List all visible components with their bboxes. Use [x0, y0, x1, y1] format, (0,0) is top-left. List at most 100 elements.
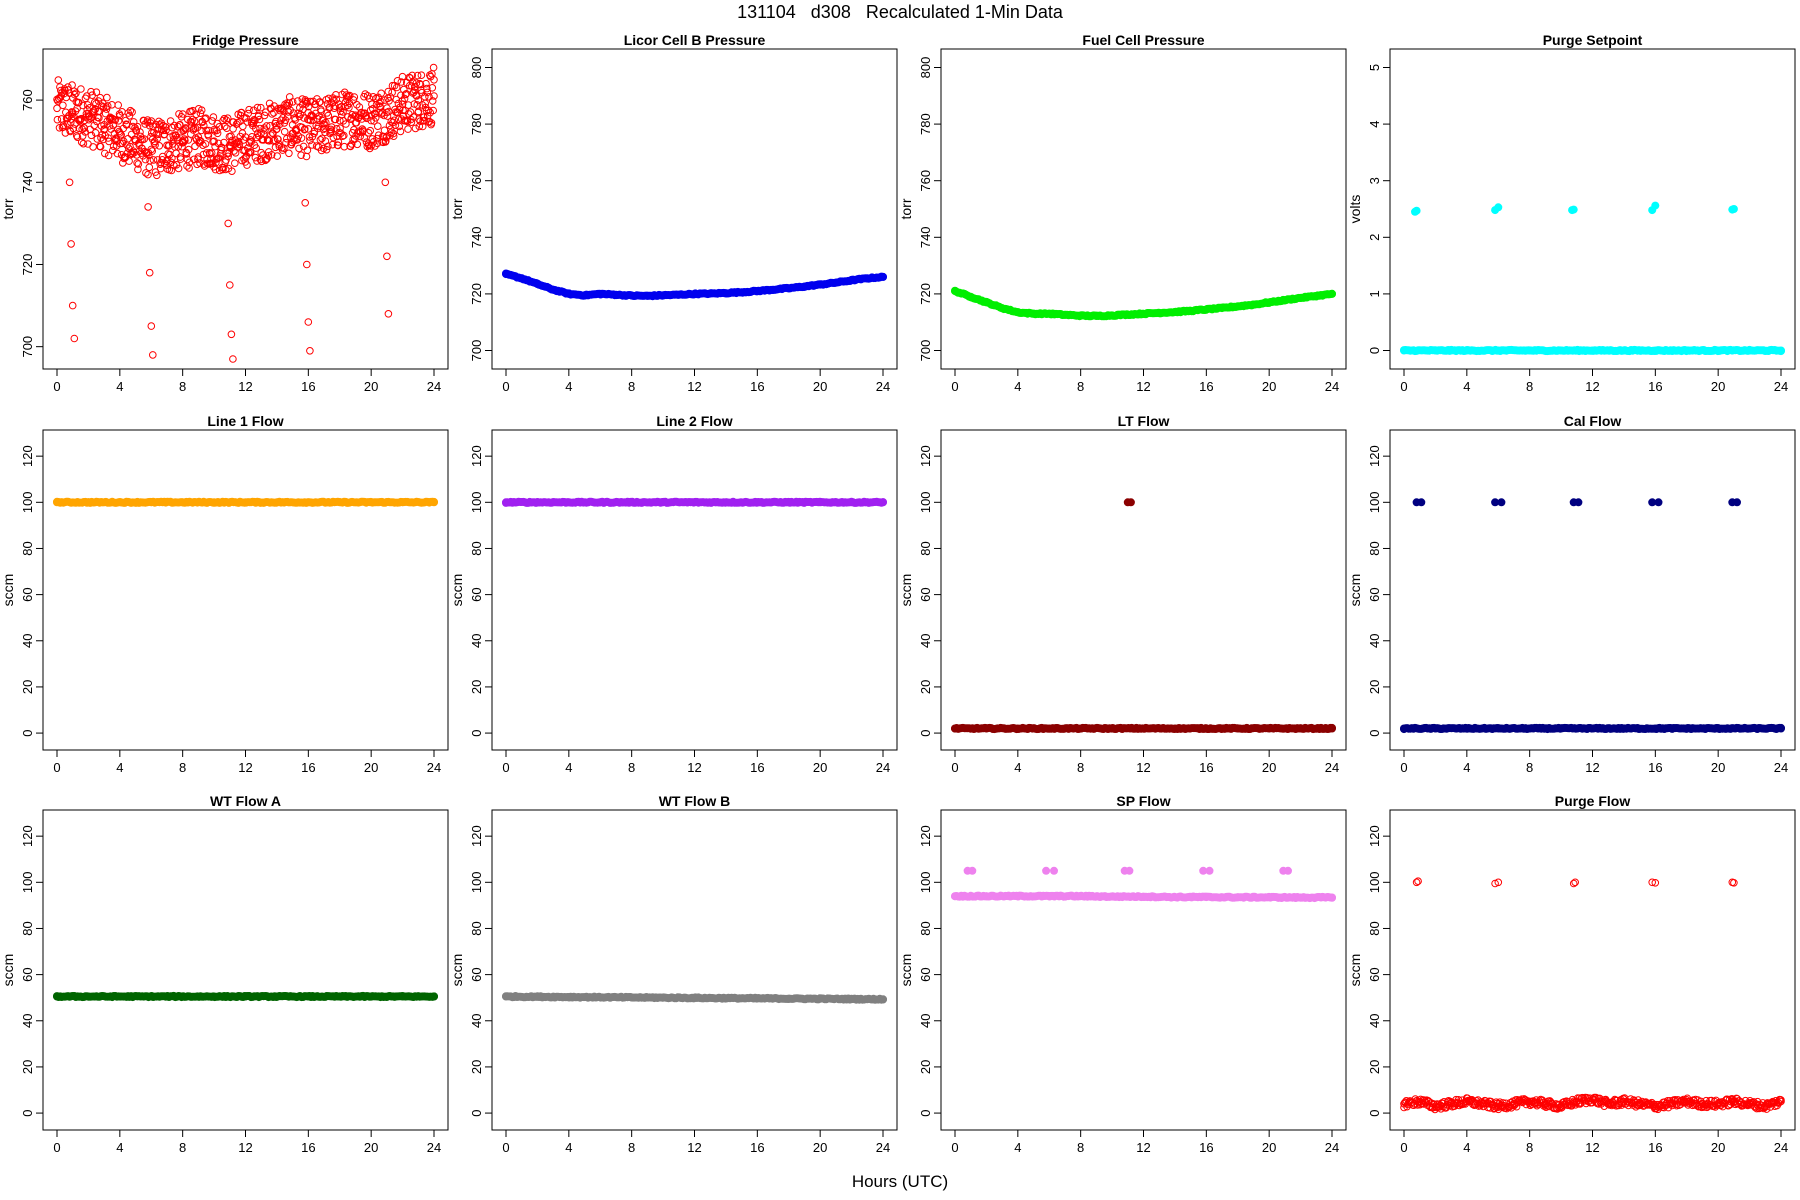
y-axis-title: torr	[898, 198, 914, 219]
data-point	[134, 165, 142, 174]
data-point	[182, 150, 191, 158]
data-point	[96, 142, 105, 151]
panel-title: Fridge Pressure	[192, 32, 299, 48]
x-tick-label: 4	[116, 1140, 123, 1155]
data-point	[345, 91, 354, 100]
data-point	[185, 164, 193, 172]
data-point	[968, 866, 977, 875]
data-point	[155, 142, 164, 150]
data-point	[275, 120, 284, 129]
data-point	[331, 115, 340, 124]
data-point	[339, 108, 347, 116]
data-point	[257, 103, 265, 112]
data-point	[288, 98, 297, 106]
data-point	[316, 136, 325, 144]
data-point	[207, 154, 215, 163]
x-tick-label: 16	[1199, 760, 1213, 775]
data-point	[244, 109, 252, 118]
data-point	[411, 124, 420, 133]
chart-panel: Line 1 Flow 0 4 8 12 16 20 24 0 20 40 60 80 100 120 scc…	[0, 413, 449, 775]
data-point	[411, 86, 419, 94]
data-point	[260, 111, 269, 120]
data-point	[222, 156, 230, 164]
data-point	[1437, 1105, 1445, 1113]
data-point	[1414, 877, 1422, 886]
data-point	[1412, 206, 1421, 215]
y-tick-label: 80	[20, 921, 35, 935]
y-tick-label: 0	[20, 1109, 35, 1116]
data-point	[1758, 1103, 1766, 1111]
data-point	[197, 106, 206, 114]
data-point	[430, 76, 438, 84]
data-point	[414, 96, 423, 104]
x-tick-label: 16	[1199, 1140, 1213, 1155]
data-point	[146, 156, 154, 165]
data-point	[172, 149, 180, 158]
y-tick-label: 760	[20, 89, 35, 111]
data-point	[429, 106, 438, 115]
x-tick-label: 8	[1526, 760, 1533, 775]
data-point	[122, 116, 130, 125]
data-point	[68, 301, 77, 310]
data-point	[335, 100, 343, 108]
chart-panel: SP Flow 0 4 8 12 16 20 24 0 20 40 60 80 100 120 sccm	[898, 793, 1347, 1155]
x-tick-label: 24	[427, 379, 441, 394]
y-axis-title: sccm	[0, 954, 16, 987]
y-tick-label: 120	[469, 825, 484, 847]
data-point	[295, 144, 303, 153]
x-tick-label: 4	[1014, 379, 1021, 394]
data-point	[285, 149, 293, 158]
data-point	[311, 100, 320, 108]
data-point	[430, 92, 438, 100]
data-point	[322, 145, 331, 154]
data-point	[415, 115, 423, 123]
x-tick-label: 8	[628, 760, 635, 775]
x-tick-label: 0	[1400, 760, 1407, 775]
data-point	[1571, 878, 1579, 887]
data-point	[153, 171, 161, 180]
data-point	[1730, 879, 1738, 887]
data-point	[171, 132, 180, 140]
x-tick-label: 0	[53, 379, 60, 394]
data-point	[229, 125, 237, 133]
data-point	[65, 178, 74, 187]
data-point	[77, 85, 85, 93]
y-tick-label: 120	[20, 445, 35, 467]
data-point	[414, 107, 423, 116]
data-point	[205, 126, 213, 135]
data-point	[306, 136, 314, 145]
plot-frame	[1389, 809, 1796, 1131]
data-point	[72, 132, 81, 140]
y-tick-label: 100	[469, 491, 484, 513]
data-point	[101, 149, 109, 158]
plot-frame	[940, 48, 1347, 370]
data-point	[220, 138, 228, 147]
x-tick-label: 4	[1014, 760, 1021, 775]
data-point	[387, 125, 395, 133]
x-tick-label: 8	[1526, 1140, 1533, 1155]
data-point	[67, 115, 76, 123]
y-axis-title: volts	[1347, 195, 1363, 224]
x-tick-label: 4	[116, 760, 123, 775]
x-tick-label: 0	[951, 1140, 958, 1155]
y-tick-label: 60	[918, 967, 933, 981]
data-point	[1412, 878, 1421, 887]
data-point	[307, 111, 316, 119]
x-tick-label: 12	[238, 1140, 252, 1155]
x-tick-label: 0	[502, 1140, 509, 1155]
data-point	[128, 108, 136, 116]
chart-panel: Fuel Cell Pressure 0 4 8 12 16 20 24 700 720 740 76…	[898, 32, 1347, 394]
data-point	[75, 124, 83, 133]
data-point	[384, 310, 393, 318]
data-point	[324, 111, 333, 120]
y-tick-label: 20	[1367, 680, 1382, 694]
data-point	[201, 115, 209, 123]
chart-panel: Line 2 Flow 0 4 8 12 16 20 24 0 20 40 60 80 100 120 scc…	[449, 413, 898, 775]
data-point	[1777, 723, 1785, 732]
data-point	[295, 112, 304, 121]
data-point	[1491, 498, 1500, 507]
x-tick-label: 16	[301, 1140, 315, 1155]
y-tick-label: 60	[918, 587, 933, 601]
data-point	[179, 110, 187, 118]
data-point	[219, 163, 228, 172]
